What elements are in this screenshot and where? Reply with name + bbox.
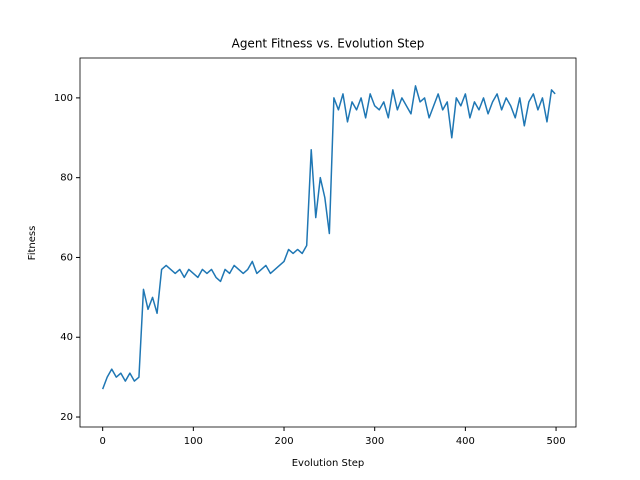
y-tick-label: 60 [60,252,73,263]
x-tick-label: 500 [547,436,566,447]
x-tick-label: 400 [456,436,475,447]
y-tick-label: 40 [60,332,73,343]
y-axis-label: Fitness [27,226,38,261]
y-tick-label: 80 [60,173,73,184]
x-tick-label: 100 [184,436,203,447]
x-tick-label: 0 [99,436,105,447]
y-tick-label: 20 [60,412,73,423]
plot-frame [79,57,577,428]
chart-title: Agent Fitness vs. Evolution Step [232,37,425,51]
y-tick-label: 100 [54,93,73,104]
x-tick-label: 200 [274,436,293,447]
line-series [101,85,556,390]
x-axis-label: Evolution Step [292,458,365,469]
x-tick-label: 300 [365,436,384,447]
